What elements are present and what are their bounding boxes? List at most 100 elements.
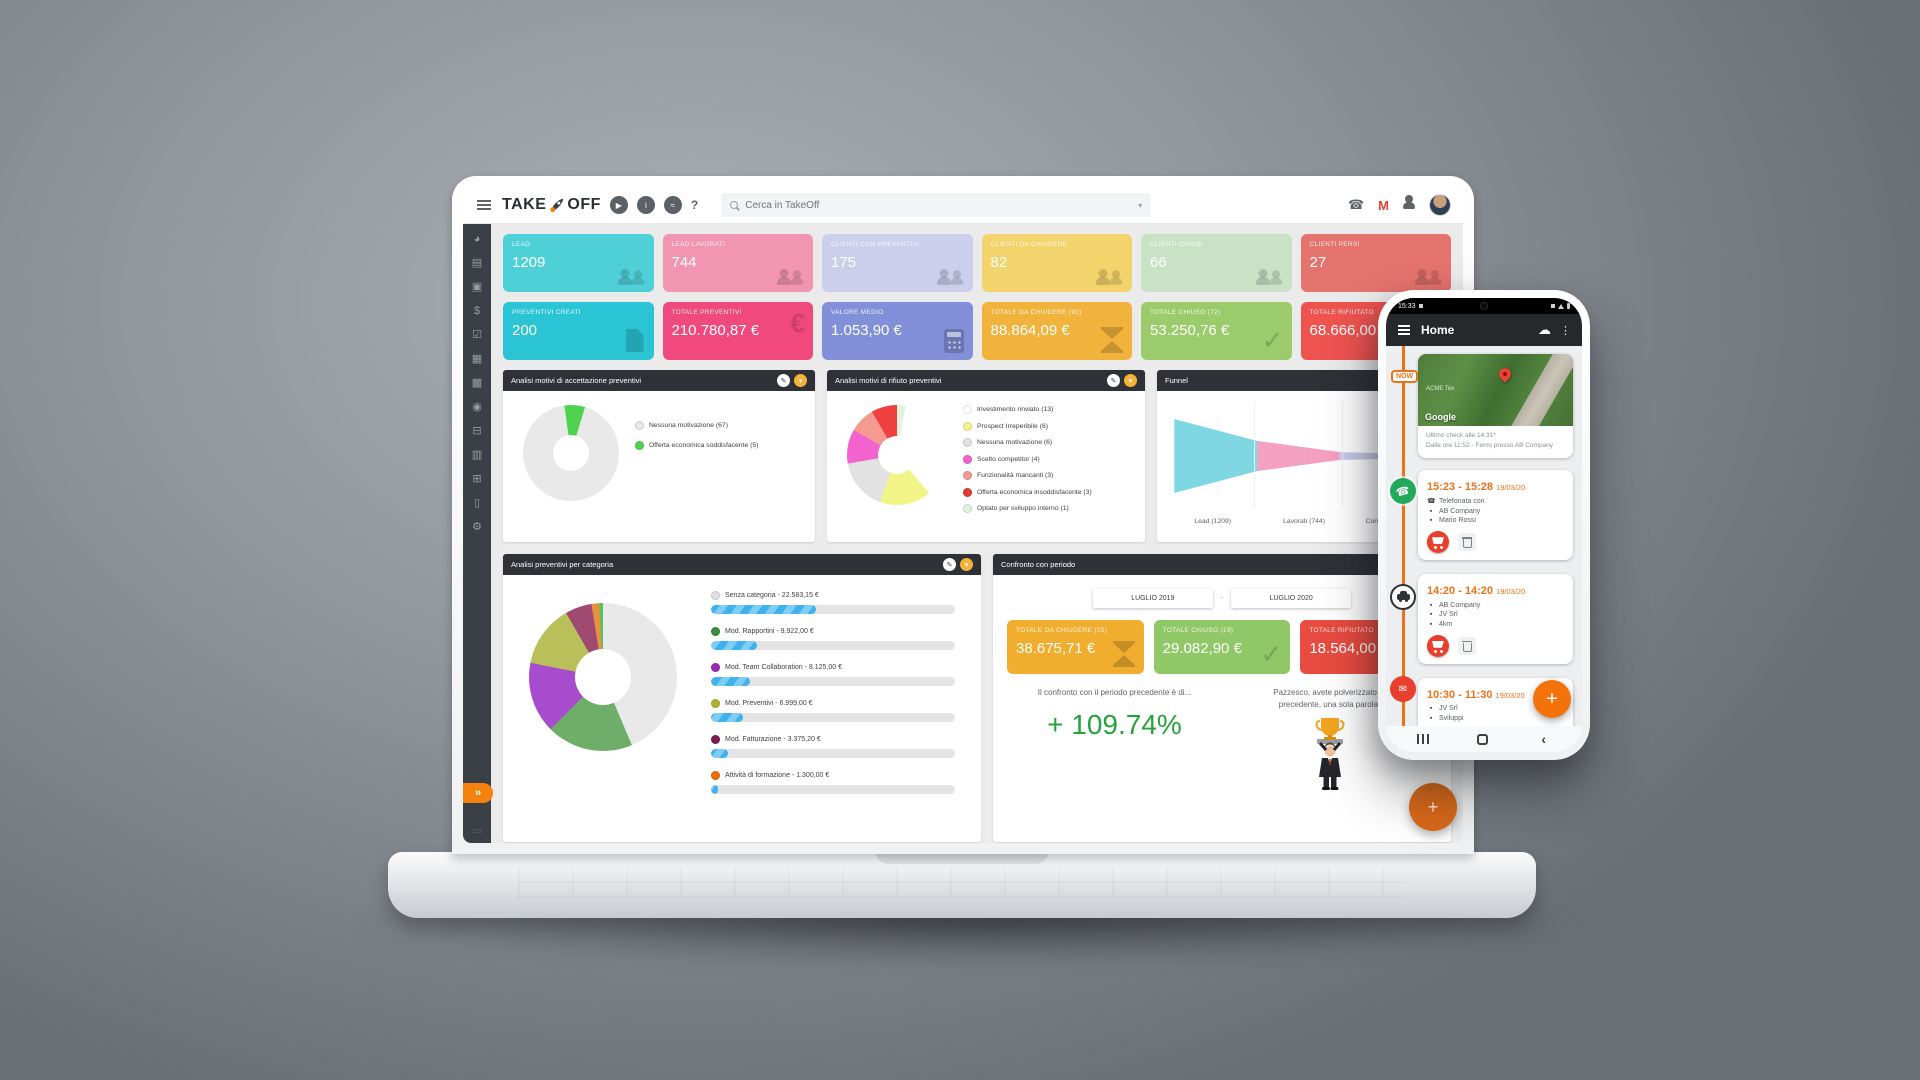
- kpi-label: LEAD: [512, 241, 531, 248]
- event-line: ☎ Telefonata con: [1427, 497, 1485, 506]
- sidebar-item-calendar[interactable]: ▦: [471, 353, 483, 365]
- edit-icon[interactable]: ✎: [1107, 374, 1120, 387]
- info-icon[interactable]: i: [636, 196, 655, 214]
- logo-take: TAKE: [502, 196, 547, 213]
- kpi-label: CLIENTI DA CHIUDERE: [990, 241, 1068, 248]
- kpi-card-clienti-persi: CLIENTI PERSI 27: [1300, 234, 1451, 292]
- panel-body: Senza categoria - 22.583,15 € Mod. Rappo…: [503, 575, 981, 807]
- period-button-2019[interactable]: LUGLIO 2019: [1092, 589, 1213, 608]
- sidebar-item-business[interactable]: ▣: [471, 281, 483, 293]
- play-icon[interactable]: ▶: [609, 196, 628, 214]
- sidebar-item-payments[interactable]: ⊟: [472, 425, 482, 437]
- progress-track: [711, 749, 955, 758]
- map-card[interactable]: ACME Tex Google Ultimo check alle 14:31*…: [1418, 354, 1573, 458]
- phone-icon: ☎: [1427, 498, 1436, 506]
- globe-icon[interactable]: ≈: [663, 196, 682, 214]
- phone-status-bar: 15:33: [1386, 298, 1582, 314]
- recents-icon[interactable]: [1422, 734, 1424, 744]
- sidebar-item-documents[interactable]: ▥: [471, 449, 483, 461]
- chevron-down-icon[interactable]: ▾: [1138, 200, 1143, 210]
- sidebar-item-collapsed[interactable]: ▭: [471, 825, 483, 837]
- event-card-drive[interactable]: 14:20 - 14:20 19/03/20 ▪ AB Company ▪ JV Sr…: [1418, 574, 1573, 664]
- acceptance-legend: Nessuna motivazione (67) Offerta economi…: [635, 421, 758, 501]
- menu-icon[interactable]: [1398, 329, 1410, 331]
- cart-button[interactable]: [1427, 531, 1449, 554]
- collapse-icon[interactable]: ▾: [1124, 374, 1137, 387]
- euro-icon: €: [790, 308, 805, 338]
- panel-title: Analisi motivi di accettazione preventiv…: [511, 376, 642, 385]
- kpi-label: CLIENTI PERSI: [1309, 241, 1360, 248]
- event-date: 19/03/20: [1495, 690, 1525, 700]
- comparison-card-chiuso: TOTALE CHIUSO (19) 29.082,90 € ✓: [1153, 620, 1291, 674]
- sidebar-item-tasks[interactable]: ☑: [472, 329, 482, 341]
- edit-icon[interactable]: ✎: [943, 558, 956, 571]
- gmail-icon[interactable]: M: [1378, 197, 1389, 213]
- sidebar-item-contacts[interactable]: ▤: [471, 257, 483, 269]
- comparison-caption: precedente, una sola parola:: [1278, 700, 1381, 709]
- drive-node-icon[interactable]: [1390, 584, 1416, 610]
- phone-app-bar: Home ☁ ⋮: [1386, 314, 1582, 346]
- event-date: 19/03/20: [1496, 482, 1526, 492]
- category-item: Mod. Preventivi - 6.999,00 €: [711, 699, 955, 722]
- sidebar-item-locations[interactable]: ◉: [472, 401, 482, 413]
- progress-track: [711, 641, 955, 650]
- home-icon[interactable]: [1477, 733, 1489, 745]
- collapse-icon[interactable]: ▾: [960, 558, 973, 571]
- logo-off: OFF: [567, 196, 601, 213]
- kpi-value: 1209: [512, 254, 546, 271]
- map-road: [1509, 354, 1573, 426]
- kpi-value: 744: [671, 254, 697, 271]
- sidebar-expand-button[interactable]: »: [463, 783, 493, 803]
- contact-icon[interactable]: [1403, 201, 1415, 209]
- sidebar-item-orders[interactable]: ⊞: [472, 473, 482, 485]
- cart-button[interactable]: [1427, 634, 1449, 657]
- people-icon: [611, 268, 645, 285]
- category-item: Attività di formazione - 1.300,00 €: [711, 771, 955, 794]
- rejection-legend: Investimento rinviato (13) Prospect Irre…: [963, 405, 1092, 513]
- call-node-icon[interactable]: ☎: [1390, 478, 1416, 504]
- rocket-icon: [550, 198, 564, 212]
- overflow-menu-icon[interactable]: ⋮: [1560, 324, 1571, 337]
- search-input[interactable]: [745, 199, 1132, 211]
- menu-icon[interactable]: [477, 204, 491, 206]
- company-icon: ▪: [1429, 507, 1433, 515]
- camera-punch-hole: [1480, 302, 1488, 310]
- trash-button[interactable]: [1458, 636, 1476, 655]
- avatar[interactable]: [1429, 194, 1451, 216]
- check-icon: ✓: [1260, 639, 1283, 669]
- help-button[interactable]: ?: [690, 198, 699, 212]
- collapse-icon[interactable]: ▾: [794, 374, 807, 387]
- cloud-sync-icon[interactable]: ☁: [1538, 322, 1551, 338]
- sidebar-item-dashboard[interactable]: ◕: [473, 233, 481, 245]
- edit-icon[interactable]: ✎: [777, 374, 790, 387]
- mail-node-icon[interactable]: ✉: [1390, 676, 1416, 702]
- call-icon[interactable]: ☎: [1347, 197, 1365, 212]
- event-card-call[interactable]: 15:23 - 15:28 19/03/20 ☎ Telefonata con ▪ A…: [1418, 469, 1573, 561]
- phone-fab-add-button[interactable]: +: [1533, 680, 1571, 718]
- progress-fill: [711, 677, 751, 686]
- sidebar-item-sales[interactable]: $: [473, 305, 481, 317]
- gridline: [1254, 401, 1256, 507]
- panel-acceptance: Analisi motivi di accettazione preventiv…: [503, 370, 815, 542]
- period-button-2020[interactable]: LUGLIO 2020: [1231, 589, 1352, 608]
- laptop-mockup: TAKE OFF ▶ i ≈ ? ▾ ☎ M: [452, 176, 1474, 854]
- kpi-value: 200: [512, 322, 538, 339]
- document-icon: [625, 329, 644, 352]
- progress-fill: [711, 641, 758, 650]
- legend-dot: [963, 471, 972, 480]
- map-image[interactable]: ACME Tex Google: [1418, 354, 1573, 426]
- kpi-value: 68.666,00 €: [1309, 322, 1389, 339]
- sidebar-item-settings[interactable]: ⚙: [472, 521, 482, 533]
- search-bar[interactable]: ▾: [721, 193, 1152, 217]
- kpi-label: TOTALE DA CHIUDERE (92): [990, 309, 1082, 316]
- sidebar-item-notes[interactable]: ▯: [473, 497, 481, 509]
- kpi-card-totale-chiuso: TOTALE CHIUSO (72) 53.250,76 € ✓: [1141, 302, 1292, 360]
- trash-button[interactable]: [1458, 533, 1476, 552]
- sidebar-item-apps[interactable]: ▩: [471, 377, 483, 389]
- panel-body: Investimento rinviato (13) Prospect Irre…: [827, 391, 1145, 513]
- dashboard-content: LEAD 1209 LEAD LAVORATI 744 CLIENTI CON …: [491, 224, 1463, 843]
- kpi-value: 1.053,90 €: [831, 322, 902, 339]
- back-icon[interactable]: ‹: [1541, 731, 1546, 747]
- dashboard-fab-add-button[interactable]: +: [1409, 783, 1457, 831]
- funnel-shapes: [1174, 419, 1434, 493]
